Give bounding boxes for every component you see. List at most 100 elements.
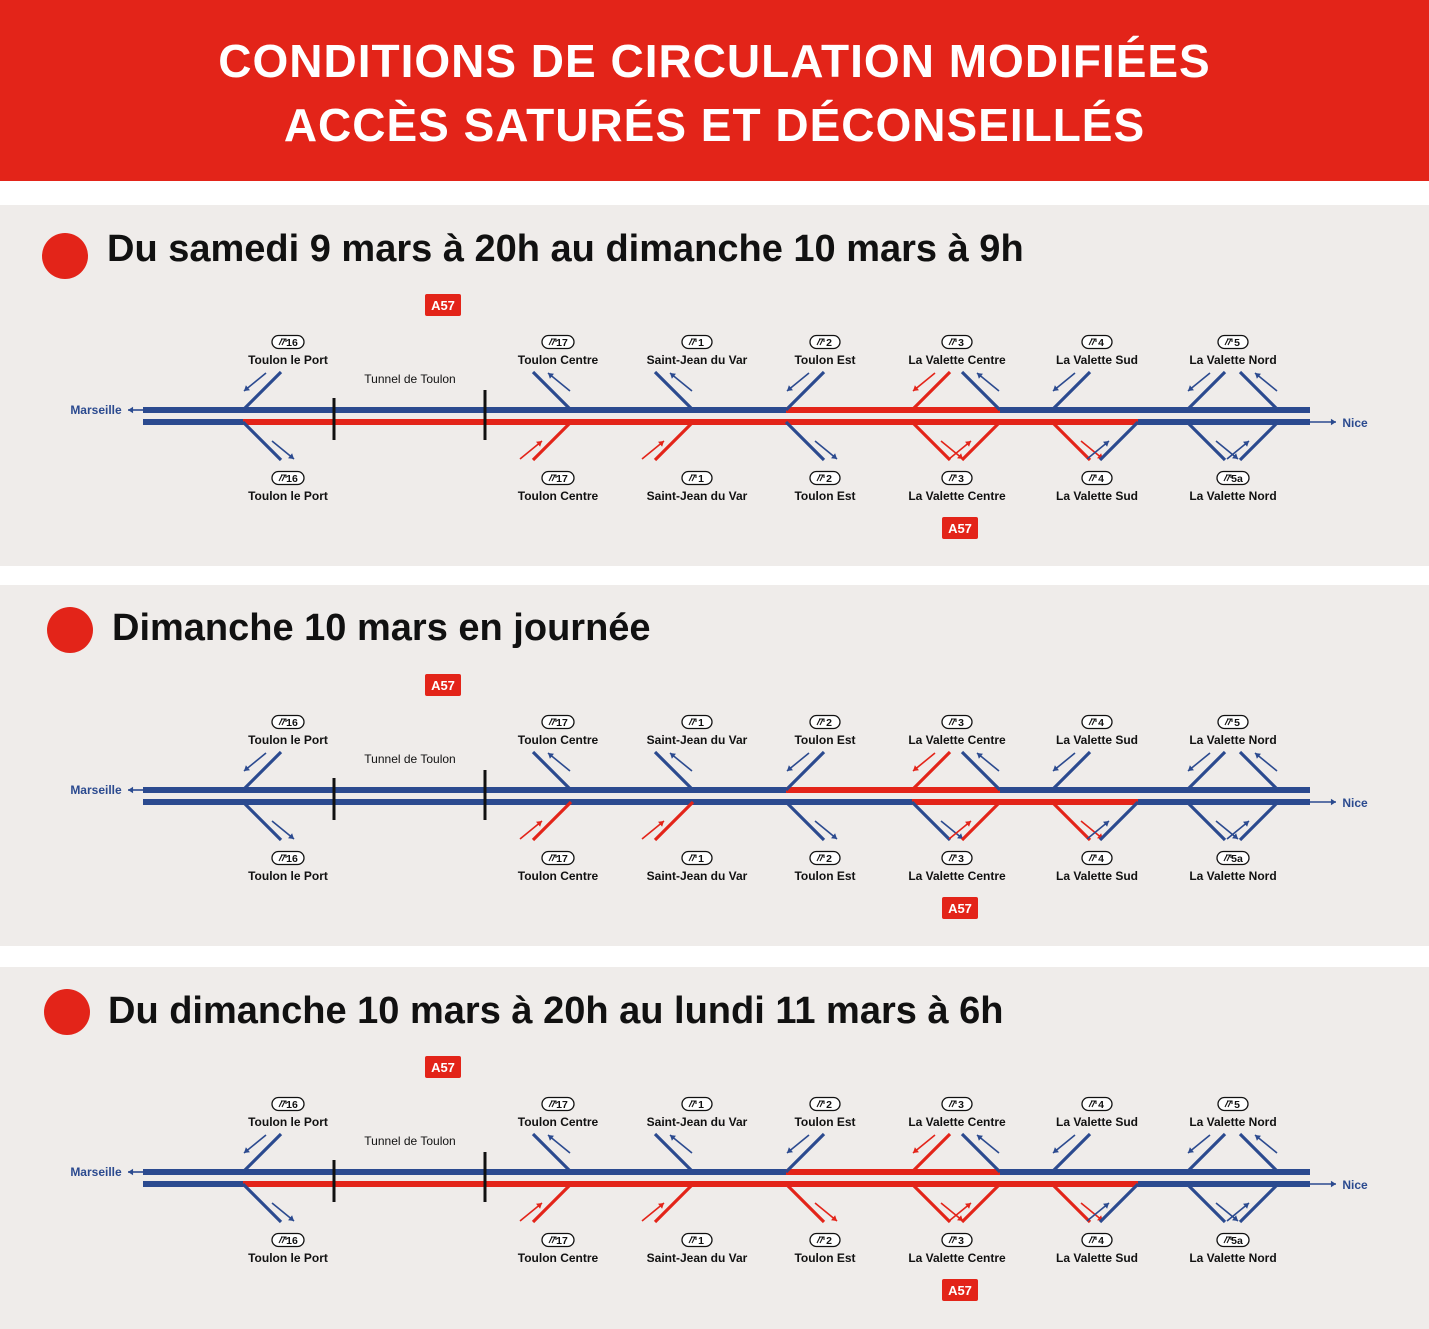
exit-icon: [1088, 1100, 1097, 1108]
exit-number-badge: [941, 1096, 973, 1112]
exit-icon: [1088, 718, 1097, 726]
exit-name-bottom: Toulon Est: [794, 489, 855, 503]
exit-number: 17: [556, 1099, 568, 1111]
exit-icon: [1088, 474, 1097, 482]
exit-icon: [548, 1100, 557, 1108]
exit-number: 4: [1098, 337, 1104, 349]
exit-number: 16: [286, 853, 298, 865]
ramp-bottom: [1050, 800, 1092, 842]
exit-icon: [948, 338, 957, 346]
exit-icon: [816, 854, 825, 862]
ramp-top: [531, 750, 573, 792]
ramp-top: [653, 1132, 695, 1174]
exit-number-badge: [1216, 470, 1250, 486]
exit-icon: [688, 474, 697, 482]
arrowhead: [548, 753, 554, 759]
exit-number: 3: [958, 853, 964, 865]
ramp-top: [910, 750, 952, 792]
exit-name-bottom: Toulon Centre: [518, 869, 599, 883]
arrowhead: [977, 1135, 983, 1141]
arrowhead: [288, 1215, 294, 1221]
exit-number: 5a: [1231, 1235, 1243, 1247]
ramp-top: [1238, 370, 1280, 412]
ramp-top: [653, 370, 695, 412]
exit-number: 1: [698, 1235, 704, 1247]
exit-name-top: Saint-Jean du Var: [647, 733, 748, 747]
exit-name-bottom: Toulon Centre: [518, 1251, 599, 1265]
diagram-group: Marseille Nice Tunnel de Toulon 16 Toulon le…: [70, 1056, 1368, 1301]
exit-number: 1: [698, 337, 704, 349]
exit-number: 3: [958, 1235, 964, 1247]
traffic-diagram-2: Marseille Nice Tunnel de Toulon 16 Toulon le…: [70, 674, 1368, 919]
exit-name-top: Toulon Centre: [518, 733, 599, 747]
a57-badge: [425, 294, 461, 316]
direction-marseille-label: Marseille: [70, 403, 122, 417]
tunnel-label: Tunnel de Toulon: [364, 752, 455, 766]
ramp-top: [241, 1132, 283, 1174]
exit-name-bottom: La Valette Nord: [1189, 869, 1276, 883]
a57-badge: [425, 1056, 461, 1078]
red-dot-icon: [47, 607, 93, 653]
exit-icon: [548, 338, 557, 346]
exit-icon: [1223, 1236, 1232, 1244]
arrowhead: [1243, 821, 1249, 827]
exit-icon: [816, 474, 825, 482]
a57-label: A57: [431, 298, 455, 313]
arrowhead: [670, 1135, 676, 1141]
exit-icon: [1224, 1100, 1233, 1108]
exit-icon: [278, 1100, 287, 1108]
ramp-bottom: [653, 1182, 695, 1224]
exit-number: 5: [1234, 337, 1240, 349]
exit-icon: [948, 1236, 957, 1244]
exit-number-badge: [1081, 1232, 1113, 1248]
exit-number-badge: [1217, 334, 1249, 350]
ramp-top: [241, 750, 283, 792]
exit-number-badge: [681, 1096, 713, 1112]
ramp-bottom: [784, 800, 826, 842]
exit-number-badge: [809, 1096, 841, 1112]
red-dot-icon: [42, 233, 88, 279]
ramp-bottom: [1238, 1182, 1280, 1224]
a57-label: A57: [948, 521, 972, 536]
arrowhead: [977, 373, 983, 379]
ramp-bottom: [960, 420, 1002, 462]
exit-number: 16: [286, 1099, 298, 1111]
arrowhead: [1330, 798, 1336, 806]
exit-icon: [688, 1236, 697, 1244]
exit-icon: [278, 338, 287, 346]
arrowhead: [965, 441, 971, 447]
exit-number-badge: [1217, 1096, 1249, 1112]
ramp-top: [784, 1132, 826, 1174]
ramp-top: [910, 1132, 952, 1174]
exit-name-bottom: Toulon le Port: [248, 489, 328, 503]
arrowhead: [1255, 1135, 1261, 1141]
ramp-bottom: [653, 800, 695, 842]
exit-name-top: La Valette Centre: [908, 353, 1006, 367]
exit-icon: [948, 474, 957, 482]
exit-icon: [816, 1100, 825, 1108]
exit-number-badge: [1217, 714, 1249, 730]
arrowhead: [1053, 385, 1059, 391]
exit-number: 5: [1234, 1099, 1240, 1111]
ramp-bottom: [910, 800, 952, 842]
arrowhead: [1188, 765, 1194, 771]
exit-number: 2: [826, 337, 832, 349]
section-title: Dimanche 10 mars en journée: [112, 607, 651, 649]
exit-name-top: Toulon Est: [794, 1115, 855, 1129]
ramp-bottom: [531, 1182, 573, 1224]
arrowhead: [913, 385, 919, 391]
ramp-bottom: [1050, 1182, 1092, 1224]
ramp-top: [1185, 370, 1227, 412]
direction-marseille-label: Marseille: [70, 1165, 122, 1179]
a57-label: A57: [431, 678, 455, 693]
exit-name-top: La Valette Sud: [1056, 1115, 1138, 1129]
exit-number: 16: [286, 473, 298, 485]
exit-number-badge: [271, 1232, 305, 1248]
exit-number-badge: [541, 714, 575, 730]
exit-icon: [1223, 854, 1232, 862]
arrowhead: [244, 765, 250, 771]
arrowhead: [1255, 373, 1261, 379]
exit-number-badge: [1216, 1232, 1250, 1248]
a57-label: A57: [948, 1283, 972, 1298]
exit-number: 2: [826, 1099, 832, 1111]
